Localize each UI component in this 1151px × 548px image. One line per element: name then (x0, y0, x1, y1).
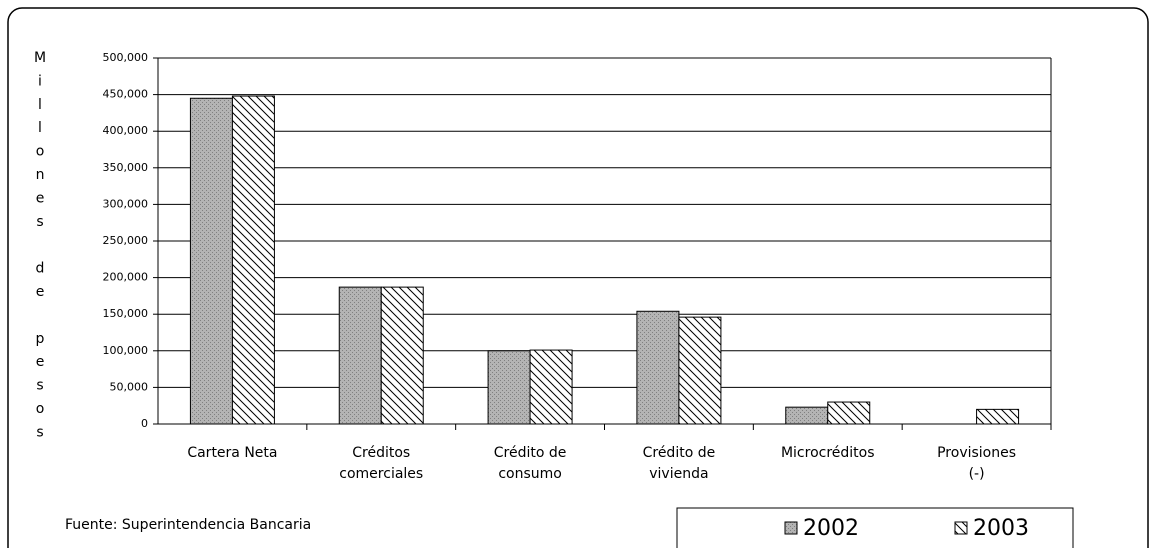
y-tick-label: 400,000 (103, 124, 149, 137)
x-tick-label: Provisiones (-) (937, 445, 1016, 482)
x-tick-label: Crédito de vivienda (643, 445, 716, 482)
bar (976, 408, 1020, 425)
bar (189, 97, 233, 425)
x-tick-label: Cartera Neta (187, 445, 277, 461)
bar (338, 286, 382, 425)
y-tick-label: 150,000 (103, 307, 149, 320)
bar (380, 286, 424, 425)
x-tick-label: Crédito de consumo (494, 445, 567, 482)
bar (678, 316, 722, 425)
legend-swatch (784, 521, 798, 535)
y-tick-label: 350,000 (103, 161, 149, 174)
source-note: Fuente: Superintendencia Bancaria (65, 517, 311, 533)
x-tick-label: Créditos comerciales (339, 445, 423, 482)
bar (785, 406, 829, 425)
legend-box (676, 507, 1074, 548)
y-tick-label: 500,000 (103, 51, 149, 64)
legend-label: 2003 (973, 516, 1029, 541)
bar (827, 401, 871, 425)
bar (487, 350, 531, 425)
y-tick-label: 450,000 (103, 88, 149, 101)
y-tick-label: 0 (141, 417, 148, 430)
bar (231, 95, 275, 425)
y-tick-label: 250,000 (103, 234, 149, 247)
legend-label: 2002 (803, 516, 859, 541)
y-tick-label: 100,000 (103, 344, 149, 357)
y-tick-label: 200,000 (103, 271, 149, 284)
y-tick-label: 50,000 (110, 380, 149, 393)
bar (529, 349, 573, 425)
y-tick-label: 300,000 (103, 197, 149, 210)
legend-swatch (954, 521, 968, 535)
x-tick-label: Microcréditos (781, 445, 875, 461)
bar (636, 310, 680, 425)
